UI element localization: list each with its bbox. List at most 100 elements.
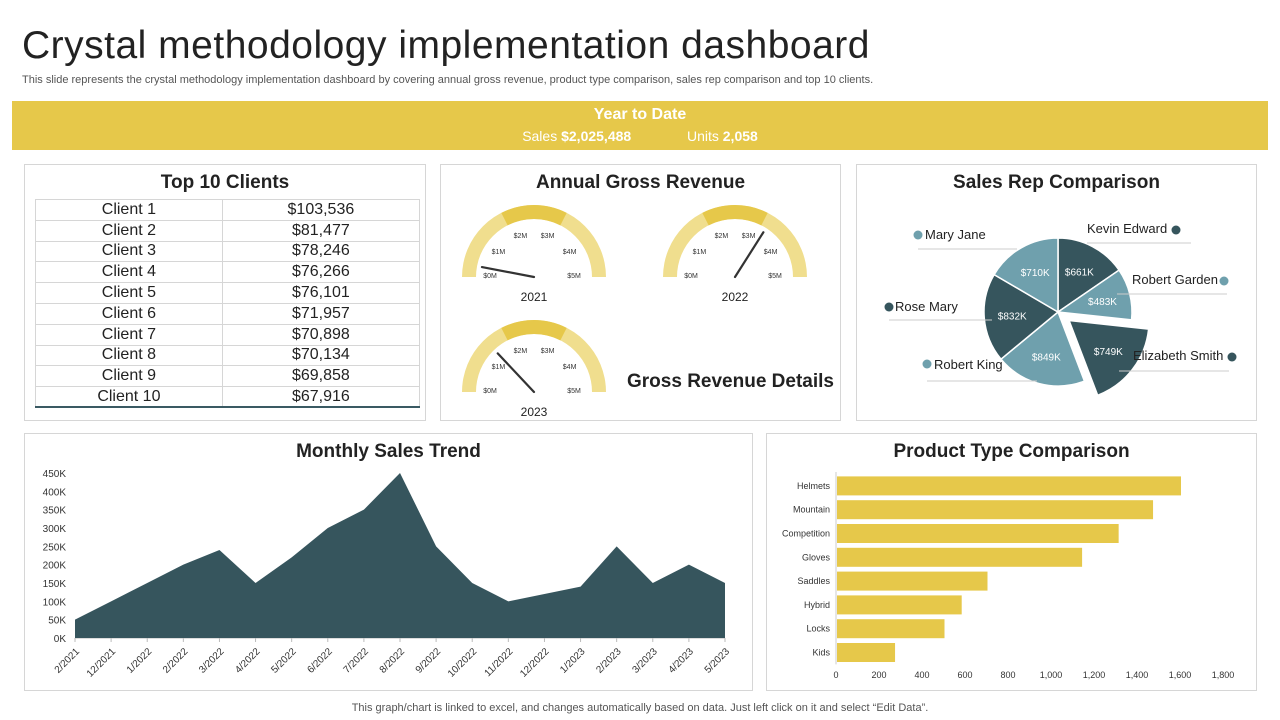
x-tick-label: 2/2022: [161, 646, 191, 676]
gauge-needle: [496, 352, 536, 394]
gauge-tick-label: $1M: [492, 364, 506, 371]
table-row: Client 2 $81,477: [35, 219, 421, 242]
y-tick-label: 50K: [48, 616, 66, 627]
pie-slice: [999, 310, 1086, 387]
pie-data-label: $749K: [1094, 347, 1123, 358]
monthly-sales-title: Monthly Sales Trend: [296, 441, 481, 462]
legend-marker: [1219, 276, 1229, 286]
y-tick-label: 150K: [43, 579, 67, 590]
x-tick-label: 1/2023: [558, 646, 588, 676]
bar-category-label: Mountain: [793, 505, 830, 515]
client-value-cell: $70,134: [221, 344, 421, 367]
year-to-date-banner: Year to Date Sales $2,025,488 Units 2,05…: [12, 101, 1268, 150]
bar-category-label: Saddles: [797, 576, 830, 586]
x-tick-label: 400: [914, 670, 929, 680]
client-value-cell: $78,246: [221, 240, 421, 263]
gauge-tick-label: $1M: [693, 249, 707, 256]
gauge-year-label: 2023: [521, 405, 548, 419]
x-tick-label: 3/2022: [197, 646, 227, 676]
client-name-cell: Client 2: [35, 219, 223, 242]
table-row: Client 3 $78,246: [35, 240, 421, 263]
gauge-tick-label: $1M: [492, 249, 506, 256]
bar-category-label: Gloves: [802, 552, 831, 562]
gauge-tick-label: $4M: [563, 364, 577, 371]
legend-name-label: Robert Garden: [1132, 272, 1218, 287]
pie-slice: [993, 237, 1059, 314]
client-value-cell: $81,477: [221, 219, 421, 242]
gauge-tick-label: $2M: [514, 233, 528, 240]
gauge-tick-label: $3M: [742, 233, 756, 240]
x-tick-label: 800: [1000, 670, 1015, 680]
x-tick-label: 1,000: [1040, 670, 1063, 680]
x-tick-label: 8/2022: [378, 646, 408, 676]
table-row: Client 7 $70,898: [35, 323, 421, 346]
product-type-title: Product Type Comparison: [893, 441, 1130, 462]
x-tick-label: 1,400: [1126, 670, 1149, 680]
gauge-tick-label: $4M: [764, 249, 778, 256]
gauge-band: [462, 205, 606, 277]
client-name-cell: Client 5: [35, 282, 223, 304]
y-tick-label: 100K: [43, 597, 67, 608]
gauge-band: [462, 320, 606, 392]
y-tick-label: 200K: [43, 561, 67, 572]
x-tick-label: 5/2023: [703, 646, 733, 676]
legend-name-label: Rose Mary: [895, 299, 958, 314]
table-row: Client 1 $103,536: [35, 199, 421, 221]
bar-category-label: Kids: [812, 648, 830, 658]
client-name-cell: Client 1: [35, 199, 223, 221]
client-name-cell: Client 6: [35, 302, 223, 325]
y-tick-label: 250K: [43, 542, 67, 553]
x-tick-label: 11/2022: [483, 646, 516, 679]
table-row: Client 6 $71,957: [35, 302, 421, 325]
gauge-tick-label: $2M: [715, 233, 729, 240]
client-value-cell: $76,266: [221, 261, 421, 284]
gauge-tick-label: $4M: [563, 249, 577, 256]
bar: [837, 500, 1154, 520]
gauge-year-label: 2022: [722, 290, 749, 304]
legend-name-label: Kevin Edward: [1087, 221, 1167, 236]
x-tick-label: 1,200: [1083, 670, 1106, 680]
bar: [837, 595, 962, 615]
annual-gross-revenue-title: Annual Gross Revenue: [535, 172, 746, 193]
gauge-tick-label: $0M: [684, 273, 698, 280]
bar-category-label: Locks: [806, 624, 830, 634]
ytd-sales-label: Sales: [522, 128, 558, 144]
x-tick-label: 7/2022: [342, 646, 372, 676]
gauge-tick-label: $5M: [567, 273, 581, 280]
client-name-cell: Client 4: [35, 261, 223, 284]
legend-name-label: Elizabeth Smith: [1133, 348, 1223, 363]
ytd-values: Sales $2,025,488 Units 2,058: [12, 128, 1268, 144]
x-tick-label: 0: [833, 670, 838, 680]
x-tick-label: 6/2022: [305, 646, 335, 676]
pie-slice: [1057, 237, 1121, 314]
gauge-needle: [480, 265, 536, 279]
page-title: Crystal methodology implementation dashb…: [22, 24, 870, 67]
ytd-units-label: Units: [686, 128, 719, 144]
bar-category-label: Competition: [782, 529, 830, 539]
legend-name-label: Mary Jane: [925, 227, 986, 242]
x-tick-label: 12/2021: [85, 646, 119, 680]
bar: [837, 619, 945, 639]
bar: [837, 571, 988, 591]
legend-name-label: Robert King: [934, 357, 1003, 372]
client-value-cell: $67,916: [221, 386, 421, 409]
bar: [837, 524, 1119, 543]
sales-rep-title: Sales Rep Comparison: [953, 172, 1160, 193]
y-tick-label: 350K: [43, 506, 67, 517]
client-value-cell: $70,898: [221, 323, 421, 346]
table-row: Client 4 $76,266: [35, 261, 421, 284]
sales-rep-panel: Sales Rep Comparison $661K Kevin Edward $4…: [856, 164, 1257, 421]
table-row: Client 9 $69,858: [35, 365, 421, 388]
x-tick-label: 200: [871, 670, 886, 680]
table-row: Client 8 $70,134: [35, 344, 421, 367]
client-name-cell: Client 7: [35, 323, 223, 346]
gauge-tick-label: $0M: [483, 388, 497, 395]
legend-marker: [884, 302, 894, 312]
x-tick-label: 2/2021: [53, 646, 83, 676]
gauge-tick-label: $5M: [567, 388, 581, 395]
table-row: Client 5 $76,101: [35, 282, 421, 304]
page-subtitle: This slide represents the crystal method…: [22, 74, 874, 86]
x-tick-label: 9/2022: [414, 646, 444, 676]
y-tick-label: 400K: [43, 487, 67, 498]
client-value-cell: $69,858: [221, 365, 421, 388]
